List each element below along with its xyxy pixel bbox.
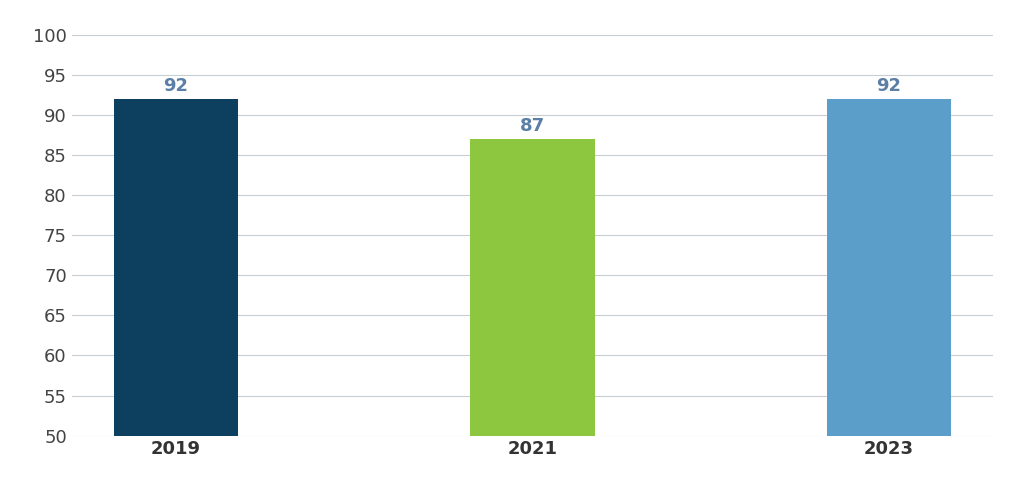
Text: 87: 87 bbox=[520, 117, 545, 135]
Bar bbox=[826, 99, 951, 436]
Text: 92: 92 bbox=[877, 77, 901, 95]
Text: 92: 92 bbox=[164, 77, 188, 95]
Bar bbox=[470, 139, 595, 436]
Bar bbox=[114, 99, 239, 436]
